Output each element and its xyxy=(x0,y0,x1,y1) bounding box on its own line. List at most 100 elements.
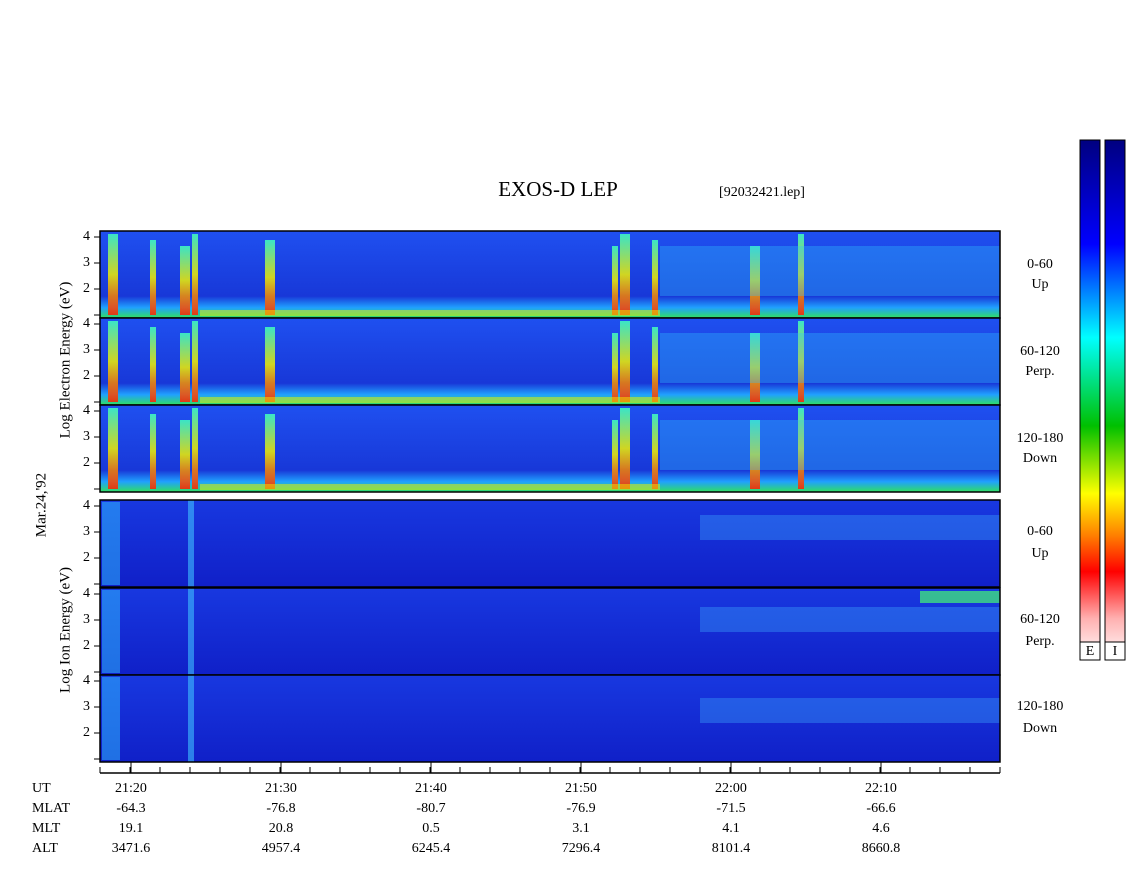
color-bar-label: I xyxy=(1113,644,1118,659)
ephemeris-value: 8660.8 xyxy=(862,841,901,856)
spectrogram-feature xyxy=(620,234,630,315)
ephemeris-value: 19.1 xyxy=(119,821,144,836)
date-label: Mar.24,'92 xyxy=(33,473,49,537)
pitch-angle-label: 120-180 xyxy=(1017,699,1064,714)
ephemeris-value: 21:20 xyxy=(115,781,147,796)
spectrogram-panel xyxy=(100,675,1000,762)
ephemeris-value: 3.1 xyxy=(572,821,590,836)
color-bar xyxy=(1079,139,1101,661)
ephemeris-value: 22:10 xyxy=(865,781,897,796)
y-tick-label: 4 xyxy=(83,403,90,418)
spectrogram-feature xyxy=(652,327,658,402)
spectrogram-feature xyxy=(188,675,194,762)
pitch-angle-label: 60-120 xyxy=(1020,612,1060,627)
spectrogram-feature xyxy=(200,310,660,316)
ephemeris-value: -64.3 xyxy=(116,801,145,816)
y-tick-label: 3 xyxy=(83,342,90,357)
y-tick-label: 3 xyxy=(83,524,90,539)
spectrogram-feature xyxy=(798,408,804,489)
spectrogram-feature xyxy=(188,500,194,587)
spectrogram-feature xyxy=(612,333,618,402)
spectrogram-feature xyxy=(700,607,1000,632)
direction-label: Down xyxy=(1023,451,1057,466)
direction-label: Up xyxy=(1031,277,1048,292)
color-bar-label-box xyxy=(1079,641,1101,661)
y-tick-label: 2 xyxy=(83,281,90,296)
y-tick-label: 3 xyxy=(83,429,90,444)
spectrogram-feature xyxy=(200,397,660,403)
spectrogram-feature xyxy=(180,333,190,402)
spectrogram-feature xyxy=(660,420,1000,470)
color-bar-label-box xyxy=(1104,641,1126,661)
spectrogram-feature xyxy=(612,420,618,489)
y-tick-label: 3 xyxy=(83,612,90,627)
spectrogram-feature xyxy=(660,333,1000,383)
direction-label: Perp. xyxy=(1025,364,1054,379)
spectrogram-feature xyxy=(750,333,760,402)
spectrogram-feature xyxy=(192,321,198,402)
ephemeris-value: -80.7 xyxy=(416,801,445,816)
ephemeris-value: 3471.6 xyxy=(112,841,151,856)
pitch-angle-label: 120-180 xyxy=(1017,431,1064,446)
spectrogram-feature xyxy=(180,246,190,315)
spectrogram-panel xyxy=(100,588,1000,675)
spectrogram-panel xyxy=(100,318,1000,405)
spectrogram-feature xyxy=(798,234,804,315)
y-tick-label: 3 xyxy=(83,255,90,270)
spectrogram-feature xyxy=(660,246,1000,296)
ion-axis-label: Log Ion Energy (eV) xyxy=(57,567,73,693)
spectrogram-feature xyxy=(150,240,156,315)
spectrogram-feature xyxy=(188,588,194,675)
color-bar xyxy=(1104,139,1126,661)
y-tick-label: 2 xyxy=(83,638,90,653)
y-tick-label: 2 xyxy=(83,455,90,470)
spectrogram-feature xyxy=(192,234,198,315)
ephemeris-value: 4957.4 xyxy=(262,841,301,856)
spectrogram-feature xyxy=(108,234,118,315)
spectrogram-feature xyxy=(200,484,660,490)
panel-frame xyxy=(99,674,1001,763)
ephemeris-value: -76.8 xyxy=(266,801,295,816)
pitch-angle-label: 0-60 xyxy=(1027,257,1053,272)
y-tick-label: 4 xyxy=(83,229,90,244)
ephemeris-row-label: MLT xyxy=(32,821,61,836)
ephemeris-value: 21:50 xyxy=(565,781,597,796)
y-tick-label: 2 xyxy=(83,725,90,740)
ephemeris-row-label: MLAT xyxy=(32,801,71,816)
direction-label: Down xyxy=(1023,721,1057,736)
spectrogram-feature xyxy=(700,698,1000,723)
y-tick-label: 4 xyxy=(83,498,90,513)
spectrogram-panel xyxy=(100,231,1000,318)
spectrogram-panel xyxy=(100,500,1000,587)
ephemeris-value: 6245.4 xyxy=(412,841,451,856)
ephemeris-value: 22:00 xyxy=(715,781,747,796)
spectrogram-feature xyxy=(798,321,804,402)
spectrogram-feature xyxy=(265,327,275,402)
ephemeris-value: -76.9 xyxy=(566,801,595,816)
panel-frame xyxy=(99,499,1001,588)
spectrogram-feature xyxy=(620,321,630,402)
spectrogram-feature xyxy=(652,414,658,489)
y-tick-label: 3 xyxy=(83,699,90,714)
spectrogram-feature xyxy=(265,414,275,489)
spectrogram-feature xyxy=(920,591,1000,603)
y-tick-label: 2 xyxy=(83,368,90,383)
pitch-angle-label: 0-60 xyxy=(1027,524,1053,539)
y-tick-label: 4 xyxy=(83,586,90,601)
y-tick-label: 4 xyxy=(83,673,90,688)
ephemeris-value: 4.6 xyxy=(872,821,890,836)
spectrogram-feature xyxy=(150,414,156,489)
ephemeris-row-label: UT xyxy=(32,781,51,796)
spectrogram-feature xyxy=(102,502,120,585)
spectrogram-feature xyxy=(180,420,190,489)
spectrogram-feature xyxy=(612,246,618,315)
ephemeris-value: 20.8 xyxy=(269,821,294,836)
ephemeris-value: 21:40 xyxy=(415,781,447,796)
y-tick-label: 2 xyxy=(83,550,90,565)
ephemeris-value: -71.5 xyxy=(716,801,745,816)
file-name: [92032421.lep] xyxy=(719,185,805,200)
ephemeris-value: 7296.4 xyxy=(562,841,601,856)
spectrogram-feature xyxy=(265,240,275,315)
electron-axis-label: Log Electron Energy (eV) xyxy=(57,282,73,439)
